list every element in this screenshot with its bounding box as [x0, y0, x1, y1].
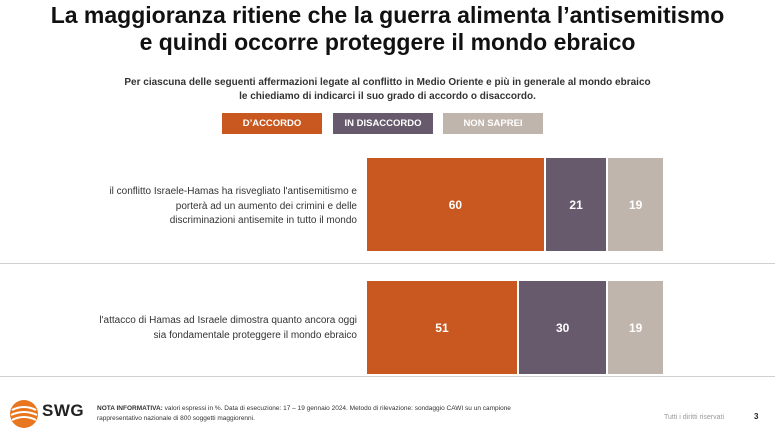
rights-text: Tutti i diritti riservati — [664, 414, 725, 421]
page-number: 3 — [754, 412, 759, 421]
data-label: 30 — [555, 320, 570, 335]
row-divider — [0, 263, 775, 264]
chart-subtitle: Per ciascuna delle seguenti affermazioni… — [0, 76, 775, 104]
bar-agree-row-2: 51 — [367, 281, 517, 374]
statement-2-line-1: l'attacco di Hamas ad Israele dimostra q… — [99, 315, 357, 326]
footer-note: NOTA INFORMATIVA: valori espressi in %. … — [97, 404, 657, 423]
statement-1-line-2: porterà ad un aumento dei crimini e dell… — [175, 200, 357, 212]
statement-2: l'attacco di Hamas ad Israele dimostra q… — [37, 314, 357, 343]
bar-dontknow-row-1: 19 — [608, 158, 663, 251]
legend-dontknow: NON SAPREI — [443, 113, 543, 134]
data-label: 19 — [629, 197, 643, 212]
subtitle-line-1: Per ciascuna delle seguenti affermazioni… — [124, 77, 651, 88]
statement-1: il conflitto Israele-Hamas ha risvegliat… — [37, 185, 357, 229]
bar-dontknow-row-2: 19 — [608, 281, 663, 374]
swg-logo-icon — [8, 398, 40, 435]
brand-name: SWG — [42, 401, 85, 420]
note-line-1: valori espressi in %. Data di esecuzione… — [162, 405, 511, 412]
statement-1-line-1: il conflitto Israele-Hamas ha risvegliat… — [109, 186, 357, 197]
data-label: 19 — [629, 320, 643, 335]
data-label: 21 — [569, 197, 583, 212]
page-title: La maggioranza ritiene che la guerra ali… — [0, 2, 775, 56]
title-line-1: La maggioranza ritiene che la guerra ali… — [50, 2, 725, 28]
data-label: 51 — [435, 320, 449, 335]
statement-1-line-3: discriminazioni antisemite in tutto il m… — [169, 215, 357, 226]
subtitle-line-2: le chiediamo di indicarci il suo grado d… — [239, 91, 536, 102]
bar-agree-row-1: 60 — [367, 158, 544, 251]
note-line-2: rappresentativo nazionale di 800 soggett… — [97, 414, 255, 422]
footer-divider — [0, 376, 775, 377]
title-line-2: e quindi occorre proteggere il mondo ebr… — [139, 29, 636, 55]
bar-disagree-row-1: 21 — [545, 158, 607, 251]
note-label: NOTA INFORMATIVA: — [97, 405, 163, 412]
statement-2-line-2: sia fondamentale proteggere il mondo ebr… — [153, 329, 357, 341]
bar-disagree-row-2: 30 — [518, 281, 607, 374]
legend-disagree: IN DISACCORDO — [333, 113, 433, 134]
data-label: 60 — [448, 197, 463, 212]
legend-agree: D’ACCORDO — [222, 113, 322, 134]
